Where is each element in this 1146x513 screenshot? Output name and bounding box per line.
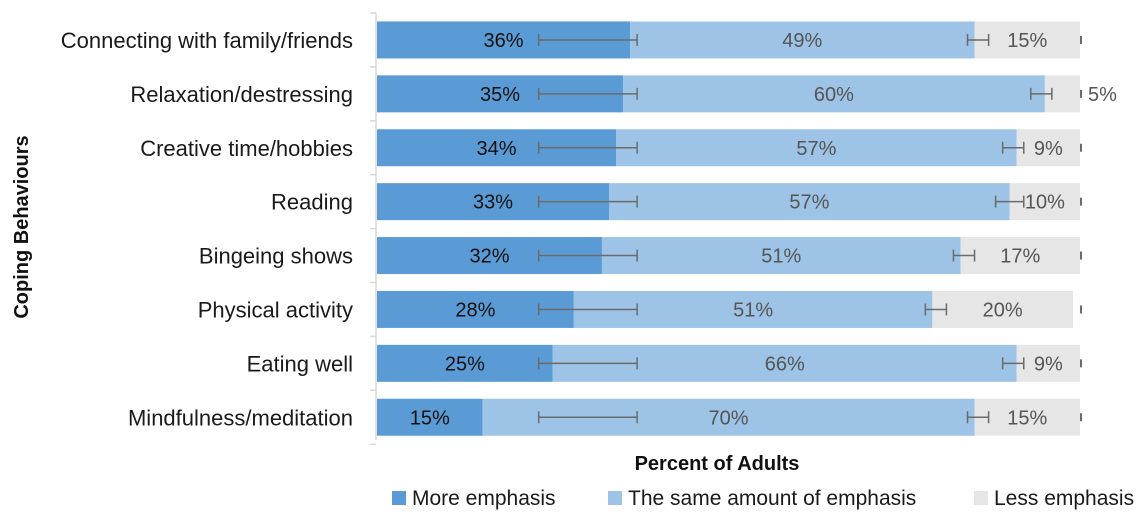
bar-segment	[601, 237, 961, 275]
value-label: 15%	[1007, 407, 1047, 429]
bar-segment	[1016, 129, 1080, 167]
bar-segment	[974, 21, 1080, 59]
bar-segment	[608, 183, 1010, 221]
legend-label: Less emphasis	[994, 487, 1134, 510]
value-label: 5%	[1088, 84, 1117, 106]
legend-label: The same amount of emphasis	[628, 487, 916, 510]
legend-label: More emphasis	[412, 487, 556, 510]
x-axis-title: Percent of Adults	[635, 453, 800, 475]
category-label: Connecting with family/friends	[61, 28, 353, 53]
bar-segment	[932, 290, 1073, 328]
legend-swatch	[974, 491, 988, 505]
bar-segment	[377, 344, 553, 382]
error-bars	[537, 33, 1082, 424]
value-label: 51%	[733, 299, 773, 321]
value-label: 17%	[1000, 246, 1040, 268]
value-label: 15%	[1007, 30, 1047, 52]
bar-segment	[623, 75, 1045, 113]
category-label: Bingeing shows	[199, 244, 353, 269]
legend-swatch	[608, 491, 622, 505]
legend-swatch	[392, 491, 406, 505]
category-labels: Connecting with family/friends Relaxation…	[61, 28, 353, 430]
value-label: 33%	[473, 192, 513, 214]
category-label: Creative time/hobbies	[140, 136, 353, 161]
bar-segment	[1016, 344, 1080, 382]
value-labels: 36% 49% 15% 35% 60% 5% 34% 57% 9% 33% 57% 10% 32% 51%…	[410, 30, 1117, 429]
bar-segment	[960, 237, 1080, 275]
bar-segment	[616, 129, 1017, 167]
category-label: Relaxation/destressing	[130, 82, 353, 107]
value-label: 57%	[796, 138, 836, 160]
value-label: 32%	[469, 246, 509, 268]
y-axis-ticks	[370, 12, 376, 445]
value-label: 70%	[708, 407, 748, 429]
value-label: 60%	[814, 84, 854, 106]
value-label: 36%	[484, 30, 524, 52]
value-label: 28%	[455, 299, 495, 321]
value-label: 34%	[476, 138, 516, 160]
category-label: Mindfulness/meditation	[128, 405, 353, 430]
value-label: 49%	[782, 30, 822, 52]
bar-segment	[630, 21, 975, 59]
y-axis-title: Coping Behaviours	[11, 135, 33, 318]
category-label: Reading	[271, 190, 353, 215]
value-label: 66%	[765, 353, 805, 375]
category-label: Eating well	[247, 351, 353, 376]
value-label: 20%	[983, 299, 1023, 321]
value-label: 51%	[761, 246, 801, 268]
value-label: 15%	[410, 407, 450, 429]
bar-segment	[974, 398, 1080, 436]
category-label: Physical activity	[198, 297, 353, 322]
value-label: 35%	[480, 84, 520, 106]
legend: More emphasis The same amount of emphasis…	[392, 487, 1134, 510]
value-label: 9%	[1034, 353, 1063, 375]
value-label: 25%	[445, 353, 485, 375]
value-label: 10%	[1025, 192, 1065, 214]
value-label: 9%	[1034, 138, 1063, 160]
value-label: 57%	[789, 192, 829, 214]
bar-segment	[377, 398, 483, 436]
